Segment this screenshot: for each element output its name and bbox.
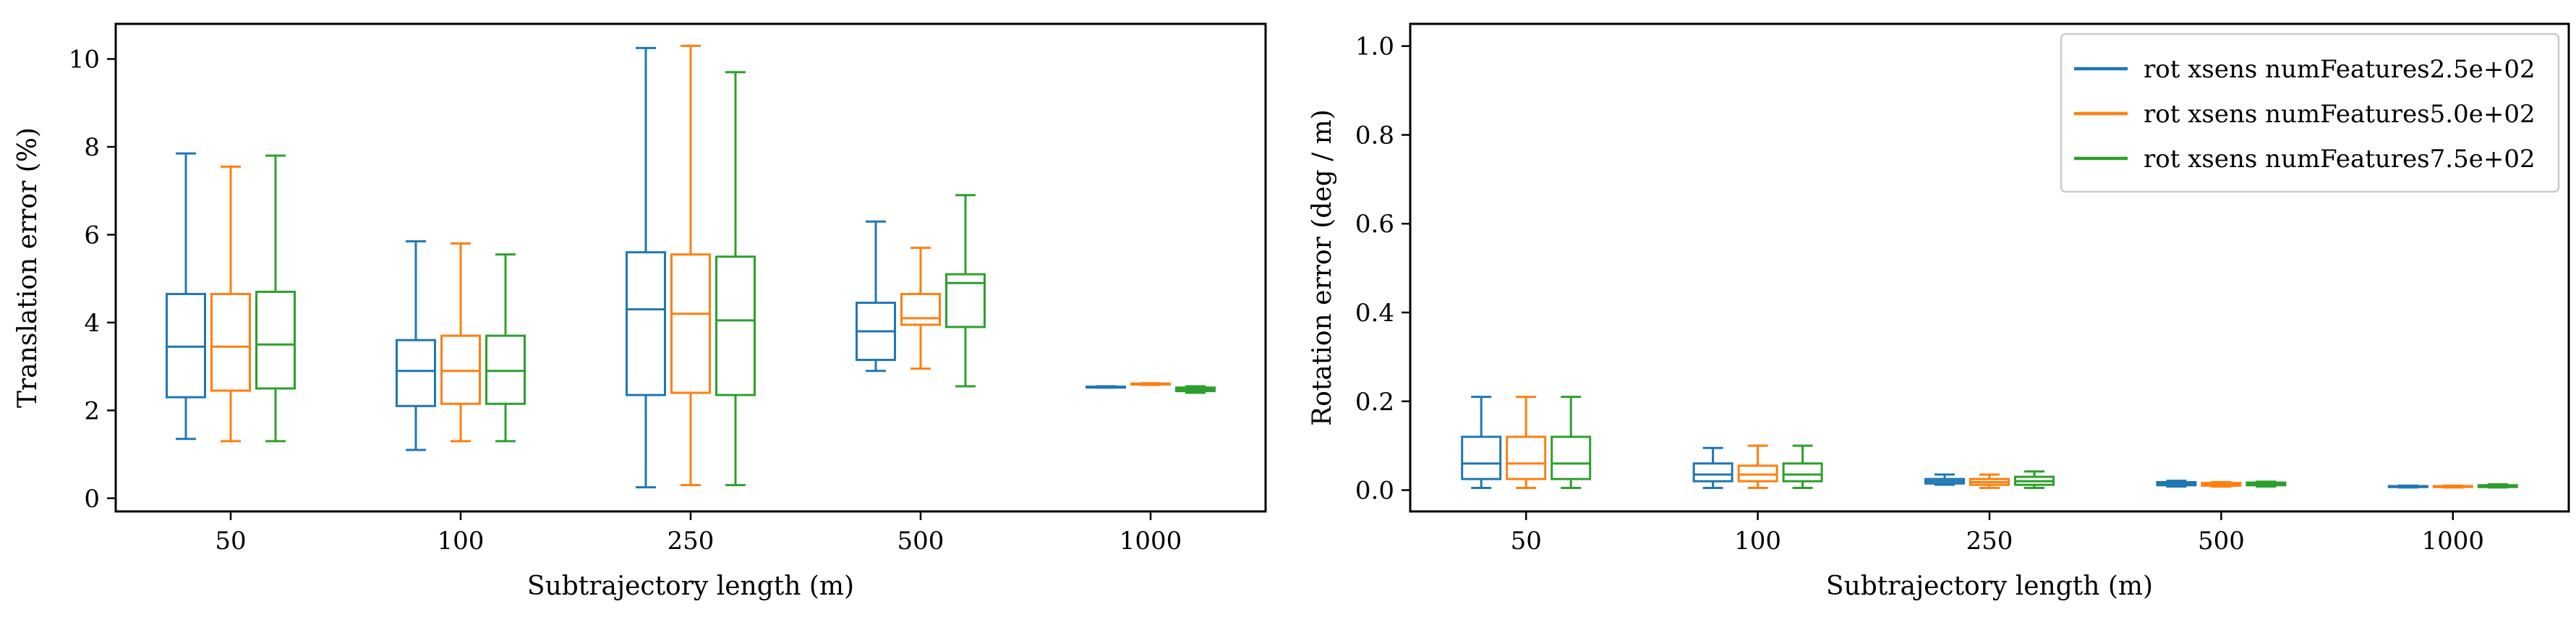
- y-tick-label: 0.2: [1355, 388, 1394, 417]
- y-tick-label: 0.8: [1355, 121, 1394, 150]
- left-box-100-series-3: [485, 253, 526, 443]
- y-tick-label: 0.0: [1355, 477, 1394, 506]
- box-iqr: [440, 334, 481, 405]
- right-box-50-series-3: [1551, 396, 1592, 489]
- x-tick-label: 100: [438, 527, 485, 556]
- x-tick-label: 250: [668, 527, 715, 556]
- left-box-100-series-2: [440, 242, 481, 443]
- left-box-250-series-2: [670, 44, 711, 487]
- left-box-1000-series-3: [1175, 385, 1216, 394]
- x-tick-label: 100: [1734, 527, 1781, 556]
- right-x-axis-label: Subtrajectory length (m): [1826, 571, 2153, 601]
- box-iqr: [626, 251, 666, 396]
- y-tick-label: 2: [84, 396, 100, 425]
- left-box-500-series-2: [900, 247, 941, 370]
- left-box-50-series-3: [255, 154, 296, 443]
- right-box-500-series-2: [2201, 480, 2242, 488]
- left-box-50-series-2: [210, 165, 251, 443]
- left-box-100-series-1: [396, 240, 436, 451]
- left-box-500-series-1: [856, 220, 896, 373]
- left-series-3: [255, 71, 1216, 487]
- legend-entry-label: rot xsens numFeatures7.5e+02: [2144, 145, 2536, 174]
- left-box-250-series-3: [715, 71, 756, 487]
- box-iqr: [670, 253, 711, 394]
- left-chart: 0 2 4 6 8 10 50 100 250 500 1000 Subtrajectory leng…: [13, 22, 1267, 601]
- y-tick-label: 4: [84, 309, 100, 338]
- box-iqr: [945, 273, 986, 328]
- right-box-100-series-2: [1737, 444, 1778, 489]
- left-y-ticks: 0 2 4 6 8 10: [69, 46, 116, 514]
- left-x-axis-label: Subtrajectory length (m): [527, 571, 854, 601]
- right-legend: rot xsens numFeatures2.5e+02 rot xsens nu…: [2060, 33, 2560, 193]
- right-box-50-series-1: [1461, 396, 1502, 489]
- right-chart: 0.0 0.2 0.4 0.6 0.8 1.0 50 100 250 500 1000 Subtraj…: [1308, 22, 2570, 601]
- right-box-500-series-3: [2246, 480, 2287, 488]
- left-box-500-series-3: [945, 194, 986, 388]
- right-box-250-series-1: [1924, 473, 1965, 486]
- y-tick-label: 1.0: [1355, 33, 1394, 61]
- x-tick-label: 1000: [1119, 527, 1182, 556]
- right-box-1000-series-2: [2432, 484, 2473, 489]
- box-iqr: [396, 339, 436, 407]
- right-box-50-series-2: [1506, 396, 1547, 489]
- right-series-2: [1506, 396, 2473, 489]
- y-tick-label: 10: [69, 46, 100, 75]
- right-box-100-series-1: [1692, 446, 1733, 489]
- right-box-250-series-3: [2014, 470, 2055, 489]
- x-tick-label: 500: [897, 527, 944, 556]
- x-tick-label: 500: [2198, 527, 2245, 556]
- legend-entry-label: rot xsens numFeatures2.5e+02: [2144, 55, 2536, 84]
- box-iqr: [1737, 464, 1778, 482]
- legend-frame: [2060, 33, 2560, 193]
- right-box-100-series-3: [1782, 444, 1823, 489]
- x-tick-label: 250: [1966, 527, 2013, 556]
- box-iqr: [255, 290, 296, 390]
- legend-entry-label: rot xsens numFeatures5.0e+02: [2144, 100, 2536, 129]
- box-iqr: [1506, 435, 1547, 480]
- left-series-1: [166, 46, 1126, 489]
- right-box-500-series-1: [2156, 480, 2197, 488]
- right-y-axis-label: Rotation error (deg / m): [1308, 109, 1337, 426]
- right-series-1: [1461, 396, 2428, 489]
- right-series-3: [1551, 396, 2518, 489]
- right-box-250-series-2: [1969, 473, 2010, 489]
- left-x-ticks: 50 100 250 500 1000: [215, 511, 1182, 556]
- box-iqr: [1461, 435, 1502, 480]
- box-iqr: [715, 255, 756, 396]
- right-x-ticks: 50 100 250 500 1000: [1511, 511, 2484, 556]
- left-series-2: [210, 44, 1171, 487]
- y-tick-label: 0: [84, 485, 100, 514]
- box-iqr: [900, 292, 941, 326]
- right-box-1000-series-3: [2477, 483, 2518, 489]
- right-y-ticks: 0.0 0.2 0.4 0.6 0.8 1.0: [1355, 33, 1410, 506]
- y-tick-label: 8: [84, 133, 100, 162]
- box-iqr: [210, 292, 251, 392]
- left-box-1000-series-2: [1130, 382, 1171, 386]
- x-tick-label: 50: [215, 527, 246, 556]
- box-iqr: [1551, 435, 1592, 480]
- y-tick-label: 0.6: [1355, 210, 1394, 239]
- x-tick-label: 1000: [2422, 527, 2485, 556]
- box-iqr: [485, 334, 526, 405]
- left-box-250-series-1: [626, 46, 666, 489]
- left-box-1000-series-1: [1086, 385, 1126, 389]
- y-tick-label: 6: [84, 221, 100, 250]
- left-box-50-series-1: [166, 152, 206, 441]
- x-tick-label: 50: [1511, 527, 1542, 556]
- right-box-1000-series-1: [2387, 484, 2428, 489]
- box-iqr: [166, 292, 206, 399]
- box-iqr: [1692, 462, 1733, 482]
- left-y-axis-label: Translation error (%): [13, 127, 43, 408]
- box-iqr: [1782, 462, 1823, 482]
- y-tick-label: 0.4: [1355, 299, 1394, 328]
